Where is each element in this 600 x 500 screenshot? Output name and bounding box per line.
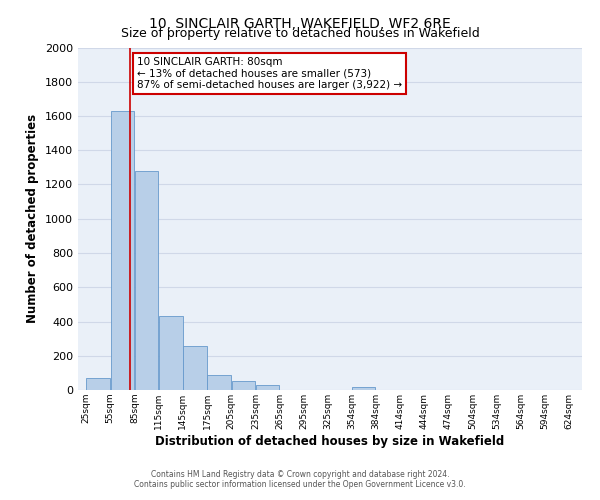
Text: Contains HM Land Registry data © Crown copyright and database right 2024.
Contai: Contains HM Land Registry data © Crown c… bbox=[134, 470, 466, 489]
Y-axis label: Number of detached properties: Number of detached properties bbox=[26, 114, 40, 324]
Bar bbox=[232, 382, 255, 390]
Bar bbox=[183, 346, 207, 390]
Bar bbox=[86, 378, 110, 390]
Bar bbox=[208, 374, 231, 390]
Bar bbox=[352, 388, 375, 390]
Bar bbox=[135, 171, 158, 390]
Text: 10, SINCLAIR GARTH, WAKEFIELD, WF2 6RE: 10, SINCLAIR GARTH, WAKEFIELD, WF2 6RE bbox=[149, 18, 451, 32]
Bar bbox=[159, 316, 182, 390]
Text: 10 SINCLAIR GARTH: 80sqm
← 13% of detached houses are smaller (573)
87% of semi-: 10 SINCLAIR GARTH: 80sqm ← 13% of detach… bbox=[137, 57, 402, 90]
Bar bbox=[256, 385, 279, 390]
Text: Size of property relative to detached houses in Wakefield: Size of property relative to detached ho… bbox=[121, 28, 479, 40]
Bar bbox=[110, 111, 134, 390]
X-axis label: Distribution of detached houses by size in Wakefield: Distribution of detached houses by size … bbox=[155, 434, 505, 448]
